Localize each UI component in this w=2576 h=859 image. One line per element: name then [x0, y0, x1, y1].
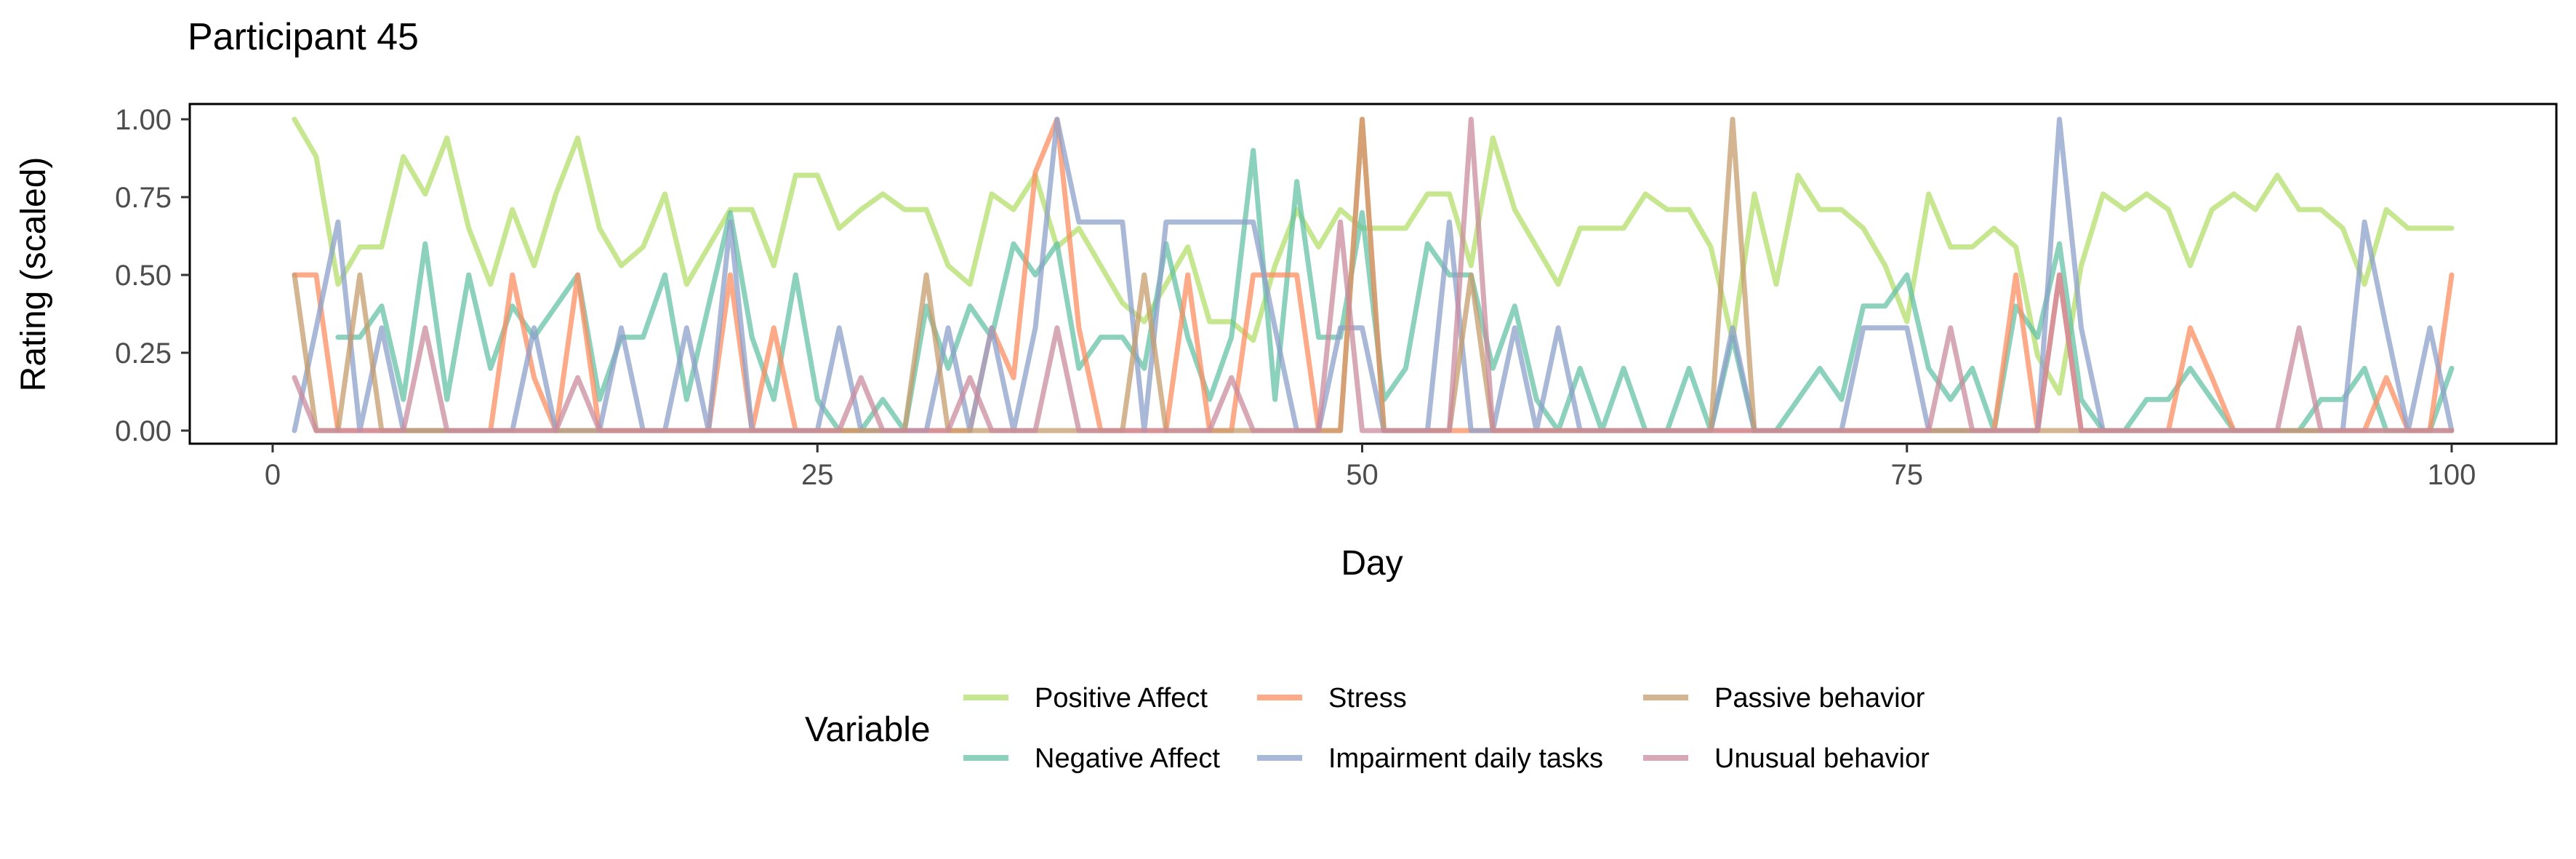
- series-line-positive-affect: [292, 116, 2455, 396]
- series-line-unusual-behavior: [292, 116, 2455, 434]
- legend-items: Positive Affect Negative Affect Stress Impa…: [963, 683, 1930, 774]
- y-tick-label: 0.00: [115, 415, 172, 447]
- chart-title: Participant 45: [188, 16, 419, 58]
- legend-item: Passive behavior: [1643, 683, 1925, 714]
- y-axis-title: Rating (scaled): [15, 157, 53, 392]
- legend-item: Impairment daily tasks: [1257, 743, 1603, 774]
- y-tick-label: 1.00: [115, 104, 172, 136]
- x-tick-label: 0: [265, 459, 281, 491]
- x-tick-label: 50: [1346, 459, 1379, 491]
- legend-label: Stress: [1328, 683, 1407, 714]
- legend-title: Variable: [805, 711, 931, 749]
- legend-label: Positive Affect: [1035, 683, 1208, 714]
- legend-label: Unusual behavior: [1714, 743, 1930, 774]
- x-axis: 0 25 50 75 100: [190, 442, 2556, 491]
- y-tick-label: 0.25: [115, 337, 172, 369]
- x-tick-label: 25: [801, 459, 834, 491]
- legend-item: Stress: [1257, 683, 1407, 714]
- x-tick-label: 100: [2428, 459, 2476, 491]
- legend-label: Impairment daily tasks: [1328, 743, 1603, 774]
- legend-label: Negative Affect: [1035, 743, 1220, 774]
- legend: Variable Positive Affect Negative Affect S…: [805, 683, 1930, 774]
- legend-item: Negative Affect: [963, 743, 1220, 774]
- legend-item: Unusual behavior: [1643, 743, 1930, 774]
- legend-item: Positive Affect: [963, 683, 1208, 714]
- series-line-negative-affect: [335, 148, 2455, 434]
- x-axis-title: Day: [1341, 544, 1403, 583]
- y-axis: 0.00 0.25 0.50 0.75 1.00: [115, 104, 190, 447]
- legend-label: Passive behavior: [1714, 683, 1925, 714]
- y-tick-label: 0.50: [115, 260, 172, 292]
- x-tick-label: 75: [1891, 459, 1924, 491]
- y-tick-label: 0.75: [115, 182, 172, 214]
- series-layer: [292, 116, 2455, 434]
